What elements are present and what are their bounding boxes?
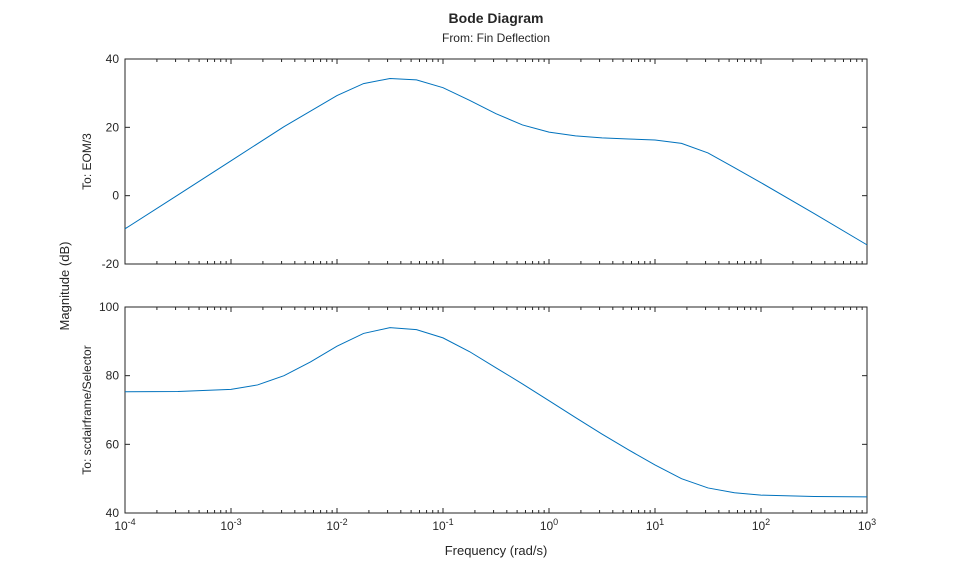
x-tick-label: 10-2 [326, 517, 347, 533]
y-tick-label: -20 [102, 257, 120, 271]
x-tick-label: 10-1 [432, 517, 453, 533]
magnitude-curve-2 [124, 327, 868, 498]
panel-1: To: EOM/3 -20 0 20 40 [80, 52, 868, 271]
x-tick-label: 103 [858, 517, 876, 533]
plot-frame [124, 306, 868, 514]
magnitude-curve-1 [124, 77, 868, 246]
y-tick-label: 100 [99, 300, 119, 314]
row-label: To: EOM/3 [80, 133, 94, 190]
row-label: To: scdairframe/Selector [80, 345, 94, 474]
x-tick-label: 101 [646, 517, 664, 533]
x-tick-label: 100 [540, 517, 558, 533]
y-tick-label: 20 [106, 120, 120, 134]
x-tick-label: 10-4 [114, 517, 135, 533]
x-axis-label: Frequency (rad/s) [445, 543, 548, 558]
chart-subtitle: From: Fin Deflection [442, 31, 550, 45]
y-tick-label: 40 [106, 52, 120, 66]
y-tick-label: 60 [106, 437, 120, 451]
y-tick-label: 80 [106, 369, 120, 383]
y-tick-label: 0 [112, 189, 119, 203]
x-tick-label: 102 [752, 517, 770, 533]
chart-title: Bode Diagram [449, 10, 544, 26]
plot-frame [124, 58, 868, 265]
panel-2: To: scdairframe/Selector 40 60 80 100 [80, 300, 868, 520]
y-axis-label: Magnitude (dB) [57, 242, 72, 331]
x-tick-label: 10-3 [220, 517, 241, 533]
y-tick-label: 40 [106, 506, 120, 520]
